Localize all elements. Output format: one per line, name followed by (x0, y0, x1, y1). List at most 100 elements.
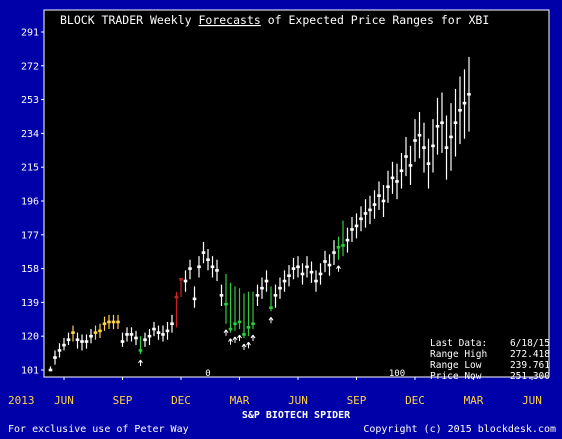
price-marker (323, 260, 327, 263)
footer-right: Copyright (c) 2015 blockdesk.com (363, 424, 556, 435)
price-marker (444, 146, 449, 149)
x-month-label: JUN (288, 394, 308, 407)
price-marker (129, 333, 134, 336)
x-month-label: DEC (405, 394, 425, 407)
price-marker (156, 331, 161, 334)
price-marker (201, 251, 206, 254)
price-marker (237, 320, 242, 324)
y-tick-label: 139 (21, 298, 39, 309)
price-marker (408, 164, 413, 167)
price-marker (111, 320, 116, 324)
price-marker (75, 338, 80, 342)
price-marker (179, 277, 183, 281)
y-tick-label: 120 (21, 332, 39, 343)
footer-left: For exclusive use of Peter Way (8, 424, 189, 435)
last-data-label: Last Data: (430, 338, 487, 349)
buy-signal-arrow (138, 359, 143, 366)
price-marker (426, 162, 431, 165)
price-marker (161, 333, 165, 336)
price-marker (183, 279, 188, 283)
x-month-label: MAR (464, 394, 484, 407)
price-marker (57, 349, 62, 352)
price-marker (462, 101, 467, 105)
price-marker (431, 144, 435, 148)
price-marker (242, 333, 246, 336)
price-marker (152, 327, 156, 331)
price-marker (314, 279, 318, 283)
price-marker (413, 139, 417, 142)
price-marker (368, 208, 372, 212)
price-marker (309, 270, 314, 274)
x-month-label: 2013 (8, 394, 35, 407)
price-marker (48, 368, 53, 372)
price-marker (66, 338, 71, 342)
range-high-label: Range High (430, 349, 487, 360)
buy-signal-arrow (336, 265, 341, 272)
price-marker (435, 124, 440, 128)
price-marker (192, 297, 197, 301)
price-marker (219, 293, 224, 297)
range-low-label: Range Low (430, 360, 482, 371)
price-marker (318, 272, 323, 276)
x-month-label: SEP (347, 394, 367, 407)
y-tick-label: 291 (21, 28, 39, 39)
price-marker (120, 340, 125, 343)
price-marker (350, 228, 354, 231)
price-marker (296, 265, 300, 269)
buy-signal-arrow (241, 343, 247, 350)
price-marker (80, 340, 84, 343)
buy-signal-arrow (223, 329, 229, 336)
price-marker (107, 320, 111, 324)
price-marker (363, 212, 368, 215)
price-marker (228, 327, 233, 331)
price-marker (327, 263, 332, 267)
price-marker (89, 334, 93, 338)
price-marker (102, 322, 107, 326)
y-axis: 101 120 139 158 177 196 215 234 253 272 291 (21, 28, 44, 377)
price-marker (215, 269, 219, 272)
price-marker (458, 108, 462, 112)
price-marker (291, 267, 296, 270)
price-marker (251, 322, 255, 326)
price-marker (399, 169, 404, 173)
y-tick-label: 177 (21, 230, 39, 241)
price-marker (273, 293, 278, 297)
forecast-range-bars (48, 56, 471, 372)
chart-title: BLOCK TRADER Weekly Forecasts of Expecte… (60, 13, 489, 27)
y-tick-label: 196 (21, 197, 39, 208)
chart-title-emphasis: Forecasts (198, 13, 260, 27)
price-marker (354, 224, 359, 228)
y-tick-label: 158 (21, 264, 39, 275)
price-marker (143, 338, 147, 342)
price-marker (84, 340, 89, 343)
buy-signal-arrow (237, 334, 242, 342)
price-marker (381, 199, 386, 203)
x-month-label: DEC (171, 394, 191, 407)
y-tick-label: 215 (21, 163, 39, 174)
price-marker (282, 279, 287, 283)
price-marker (138, 349, 143, 352)
price-marker (377, 194, 381, 197)
price-marker (278, 286, 282, 290)
chart-title-prefix: BLOCK TRADER Weekly (60, 13, 198, 27)
price-marker (134, 336, 138, 340)
buy-signal-arrow (232, 336, 238, 343)
price-marker (98, 329, 102, 333)
y-tick-label: 253 (21, 95, 39, 106)
price-now-value: 251.300 (510, 371, 550, 382)
price-marker (422, 146, 426, 149)
price-marker (210, 265, 215, 269)
inner-axis-label: 0 (205, 369, 210, 379)
y-tick-label: 101 (21, 366, 39, 377)
price-marker (116, 320, 120, 324)
x-month-label: MAR (230, 394, 250, 407)
price-marker (395, 180, 399, 183)
price-marker (197, 265, 201, 269)
price-marker (453, 121, 458, 125)
price-marker (467, 92, 471, 96)
buy-signal-arrow (250, 334, 256, 342)
chart-title-suffix: of Expected Price Ranges for XBI (261, 13, 489, 27)
x-month-label: SEP (113, 394, 133, 407)
